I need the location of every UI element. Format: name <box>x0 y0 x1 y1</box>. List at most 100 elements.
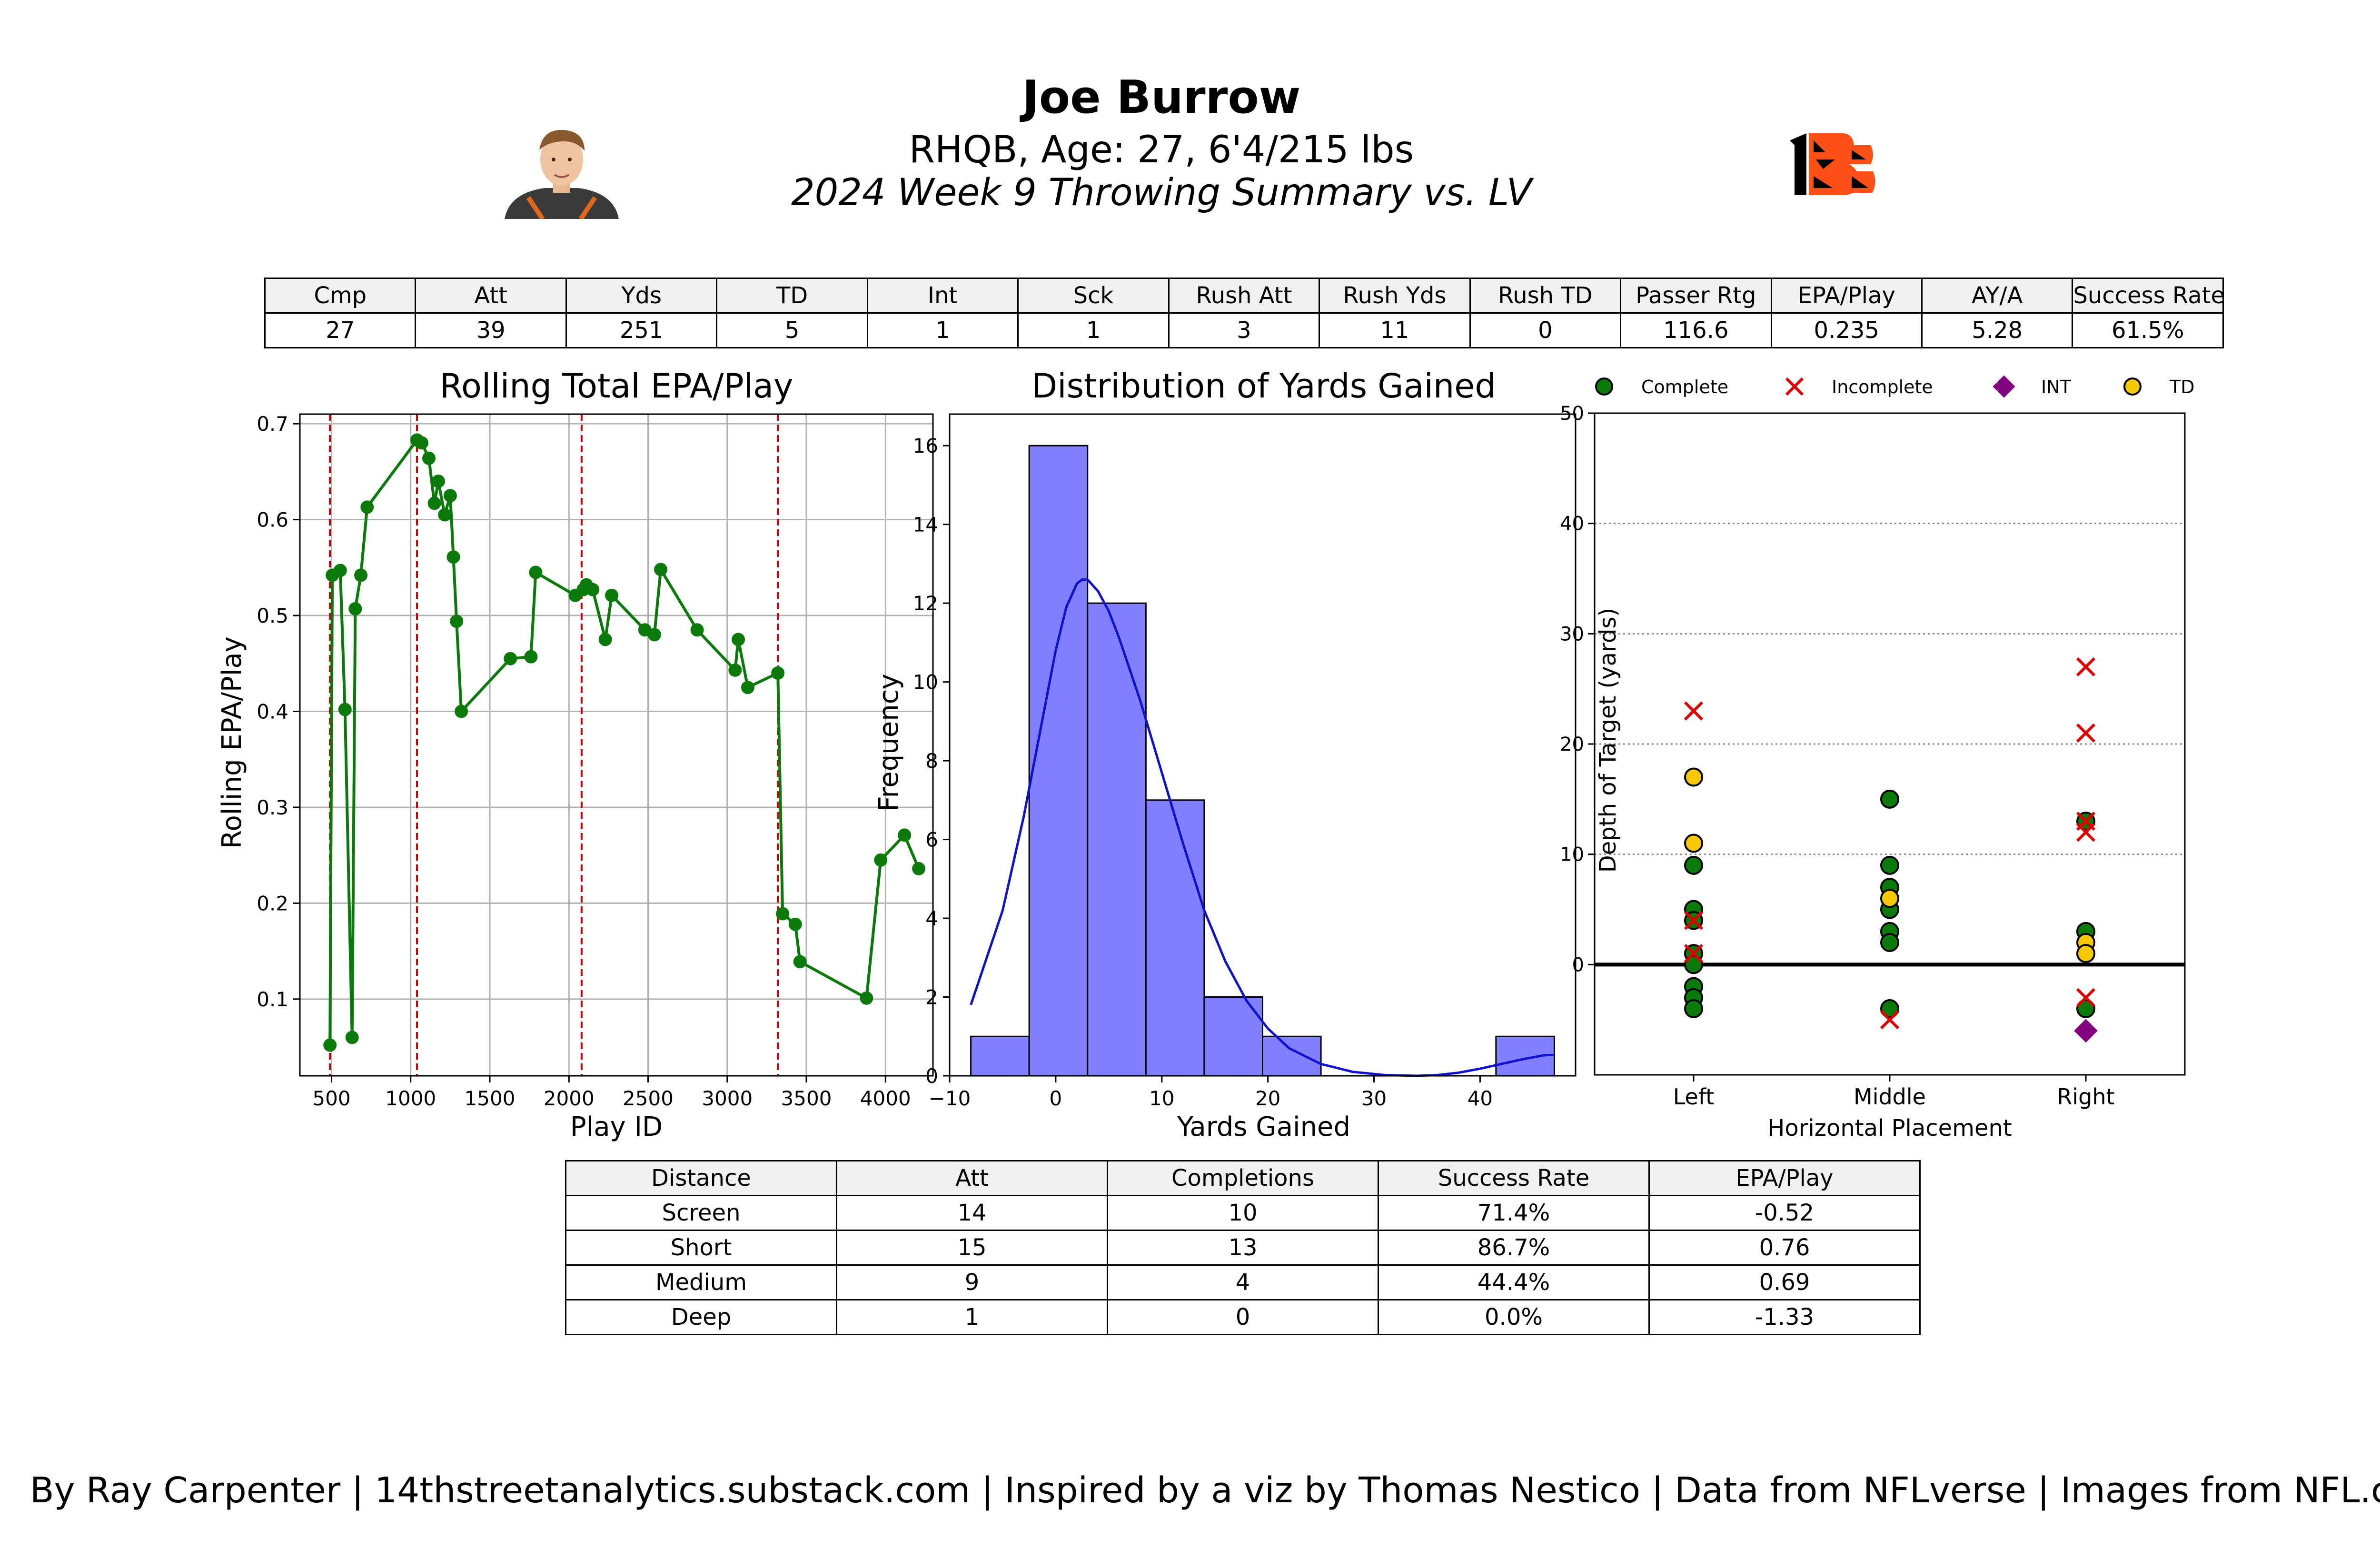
stats-value-cell: 27 <box>264 312 416 348</box>
scatter-plot-frame <box>1594 412 2186 1076</box>
hist-ytick-label: 14 <box>913 513 938 536</box>
epa-data-point <box>788 917 802 931</box>
scatter-point-complete <box>1684 855 1703 875</box>
distance-cell: 0.0% <box>1378 1299 1650 1335</box>
distance-cell: Screen <box>565 1195 837 1231</box>
hist-bar <box>1028 445 1089 1077</box>
scatter-xlabel: Horizontal Placement <box>1767 1115 2012 1141</box>
stats-value-cell: 39 <box>415 312 567 348</box>
stats-header-cell: EPA/Play <box>1770 278 1923 314</box>
epa-xlabel: Play ID <box>570 1111 663 1142</box>
legend-marker-int <box>1993 375 2015 398</box>
scatter-ylabel: Depth of Target (yards) <box>1595 607 1621 873</box>
scatter-ytick-label: 0 <box>1572 954 1584 976</box>
epa-data-point <box>741 681 754 695</box>
stats-header-cell: TD <box>716 278 868 314</box>
scatter-point-incomplete <box>1684 944 1704 963</box>
distance-table: Distance Att Completions Success Rate EPA/Pl… <box>565 1160 1921 1335</box>
scatter-point-td <box>1880 889 1899 908</box>
distance-cell: 1 <box>836 1299 1108 1335</box>
scatter-point-incomplete <box>1684 701 1704 721</box>
team-logo <box>1790 133 1875 195</box>
epa-xtick-label: 500 <box>312 1087 350 1110</box>
epa-data-point <box>422 451 436 465</box>
stats-value-cell: 5.28 <box>1921 312 2073 348</box>
hist-bar <box>970 1035 1030 1077</box>
game-title: 2024 Week 9 Throwing Summary vs. LV <box>791 171 1532 214</box>
epa-data-point <box>427 496 441 510</box>
stats-value-cell: 61.5% <box>2072 312 2224 348</box>
hist-plot-frame <box>949 413 1577 1077</box>
epa-xtick-label: 2000 <box>544 1087 595 1110</box>
epa-series-line <box>328 438 920 1045</box>
hist-xtick-label: −10 <box>929 1087 971 1110</box>
stats-header-row: Cmp Att Yds TD Int Sck Rush Att Rush Yds Rush TD… <box>264 278 2224 314</box>
scatter-point-incomplete <box>2076 657 2096 676</box>
stats-value-cell: 5 <box>716 312 868 348</box>
scatter-point-incomplete <box>1684 911 1704 930</box>
stats-value-cell: 0 <box>1469 312 1622 348</box>
legend-marker-incomplete <box>1785 377 1804 396</box>
legend-marker-complete <box>1595 377 1613 396</box>
epa-data-point <box>446 550 460 564</box>
hist-ytick-label: 0 <box>925 1064 938 1088</box>
scatter-point-td <box>1684 834 1703 853</box>
scatter-point-complete <box>1684 999 1703 1018</box>
epa-data-point <box>874 853 888 867</box>
epa-data-point <box>333 564 347 577</box>
distance-cell: 71.4% <box>1378 1195 1650 1231</box>
stats-header-cell: Cmp <box>264 278 416 314</box>
epa-data-point <box>647 628 661 642</box>
epa-xtick-label: 3500 <box>781 1087 832 1110</box>
stats-header-cell: Rush Yds <box>1319 278 1471 314</box>
epa-data-point <box>771 666 785 680</box>
epa-data-point <box>450 615 464 628</box>
epa-data-point <box>524 650 538 664</box>
hist-xlabel: Yards Gained <box>1177 1111 1351 1142</box>
hist-chart-title: Distribution of Yards Gained <box>1031 367 1496 406</box>
scatter-point-complete <box>2076 999 2095 1018</box>
epa-data-point <box>793 955 807 969</box>
epa-data-point <box>860 991 873 1005</box>
distance-cell: 44.4% <box>1378 1264 1650 1300</box>
epa-data-point <box>354 568 368 582</box>
distance-cell: 14 <box>836 1195 1108 1231</box>
hist-ytick-label: 6 <box>925 828 938 852</box>
scatter-point-complete <box>1880 855 1899 875</box>
epa-ytick-label: 0.1 <box>257 988 288 1011</box>
distance-cell: 10 <box>1107 1195 1379 1231</box>
scatter-point-incomplete <box>2076 723 2096 743</box>
table-row: Screen 14 10 71.4% -0.52 <box>565 1195 1921 1231</box>
scatter-xtick-label: Middle <box>1854 1084 1926 1110</box>
stats-value-cell: 1 <box>1017 312 1170 348</box>
hist-ytick-label: 8 <box>925 749 938 773</box>
stats-header-cell: Att <box>415 278 567 314</box>
legend-marker-td <box>2123 377 2142 396</box>
epa-data-point <box>415 436 429 450</box>
distance-cell: Medium <box>565 1264 837 1300</box>
stats-header-cell: Rush Att <box>1168 278 1320 314</box>
epa-data-point <box>898 828 912 842</box>
hist-bar <box>1262 1035 1322 1077</box>
stats-header-cell: Passer Rtg <box>1620 278 1772 314</box>
distance-header-row: Distance Att Completions Success Rate EPA/Pl… <box>565 1160 1921 1196</box>
hist-xtick-label: 10 <box>1149 1087 1174 1110</box>
distance-header-cell: EPA/Play <box>1648 1160 1921 1196</box>
epa-data-point <box>338 703 352 716</box>
scatter-point-td <box>1684 767 1703 787</box>
scatter-xtick-label: Right <box>2057 1084 2114 1110</box>
stats-header-cell: Yds <box>565 278 718 314</box>
epa-ytick-label: 0.4 <box>257 700 288 723</box>
scatter-point-complete <box>1880 933 1899 952</box>
hist-ytick-label: 16 <box>913 434 938 457</box>
hist-bar <box>1087 602 1147 1077</box>
legend-label: Complete <box>1641 377 1728 397</box>
epa-xtick-label: 1500 <box>465 1087 516 1110</box>
epa-data-point <box>443 489 457 503</box>
distance-cell: Deep <box>565 1299 837 1335</box>
hist-bar <box>1145 799 1205 1077</box>
distance-cell: -0.52 <box>1648 1195 1921 1231</box>
legend-label: INT <box>2041 377 2072 397</box>
legend-label: TD <box>2169 377 2194 397</box>
epa-data-point <box>504 652 517 665</box>
